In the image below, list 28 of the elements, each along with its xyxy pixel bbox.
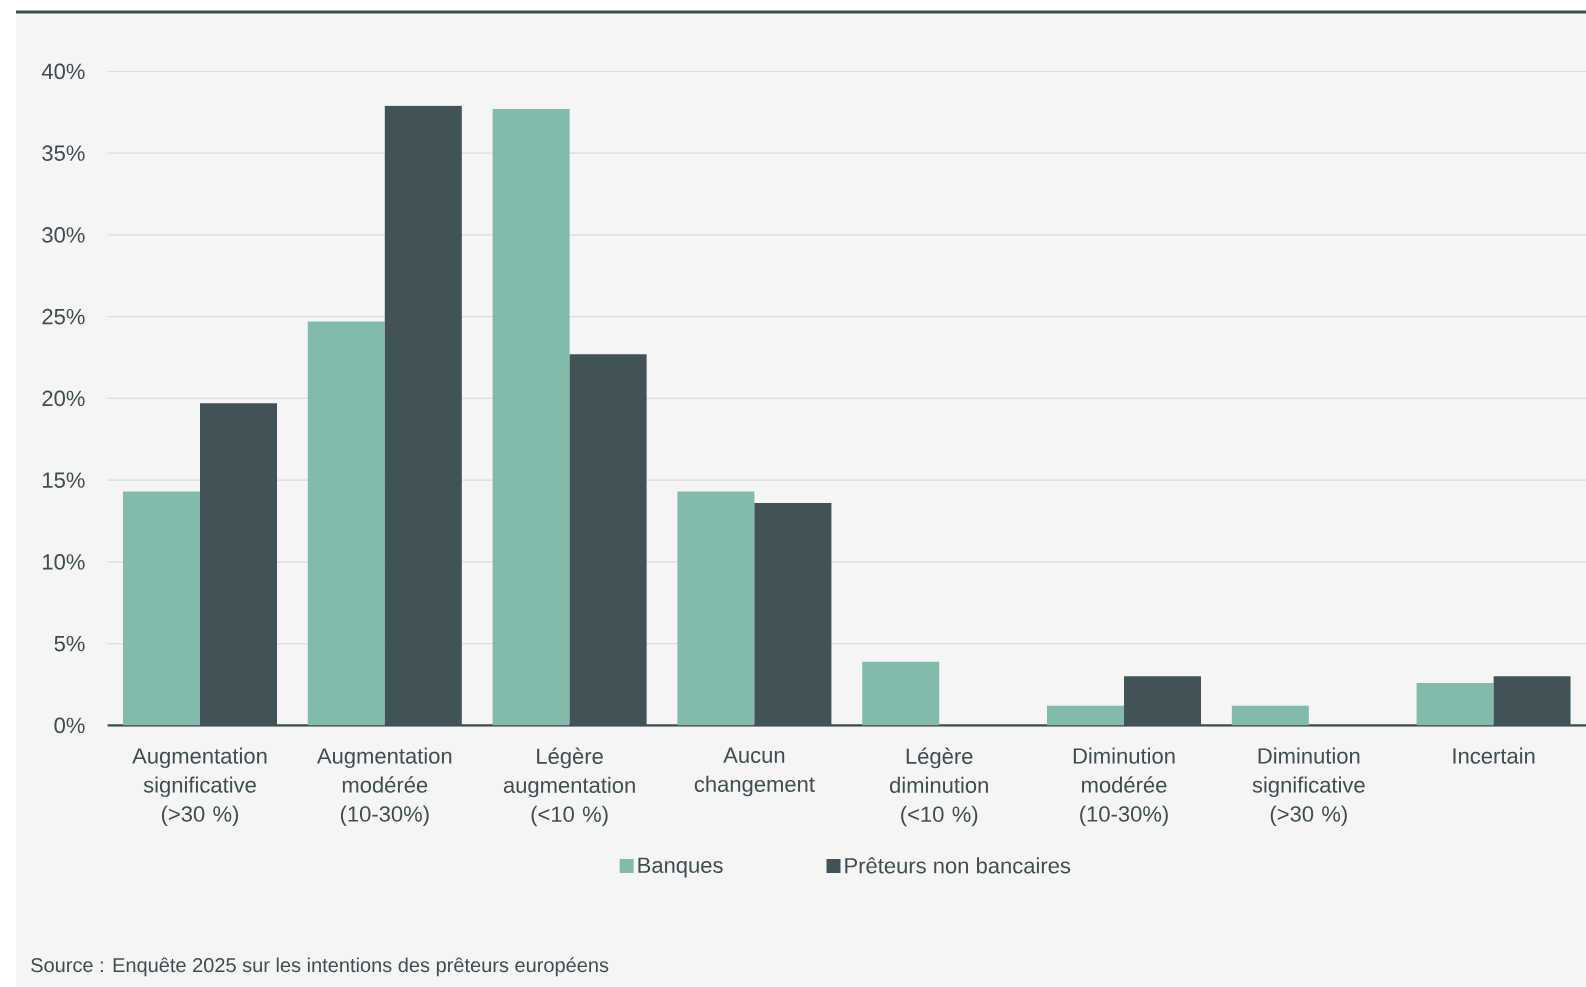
x-tick-label: Aucun changement <box>694 747 815 797</box>
x-tick-label: Augmentation modérée (10-30%) <box>316 747 452 827</box>
bar <box>1231 705 1309 726</box>
x-tick-label: Diminution significative (>30 %) <box>1252 747 1365 827</box>
legend-label: Prêteurs non bancaires <box>845 857 1071 874</box>
bar <box>1416 682 1494 726</box>
x-tick-label: Incertain <box>1453 747 1535 764</box>
y-tick-label: 40% <box>41 63 85 80</box>
bar <box>862 661 940 726</box>
y-tick-label: 20% <box>42 390 85 407</box>
y-tick-label: 0% <box>54 717 85 734</box>
y-tick-label: 25% <box>42 308 85 325</box>
bar <box>677 491 755 726</box>
bar <box>492 109 570 726</box>
x-tick-label: Légère diminution (<10 %) <box>890 747 988 827</box>
legend-label: Banques <box>638 857 723 878</box>
x-tick-label: Diminution modérée (10-30%) <box>1073 747 1175 827</box>
x-tick-label: Augmentation significative (>30 %) <box>132 747 267 827</box>
y-tick-label: 30% <box>42 227 85 243</box>
bar <box>123 491 201 726</box>
source-note: Source : Enquête 2025 sur les intentions des prêteurs européens <box>31 957 609 977</box>
y-tick-label: 15% <box>43 472 85 488</box>
bar <box>1047 705 1125 726</box>
x-tick-label: Légère augmentation (<10 %) <box>503 747 635 827</box>
y-tick-label: 35% <box>42 145 85 161</box>
y-tick-label: 10% <box>43 554 85 570</box>
y-tick-label: 5% <box>54 635 85 652</box>
bar <box>307 321 385 726</box>
